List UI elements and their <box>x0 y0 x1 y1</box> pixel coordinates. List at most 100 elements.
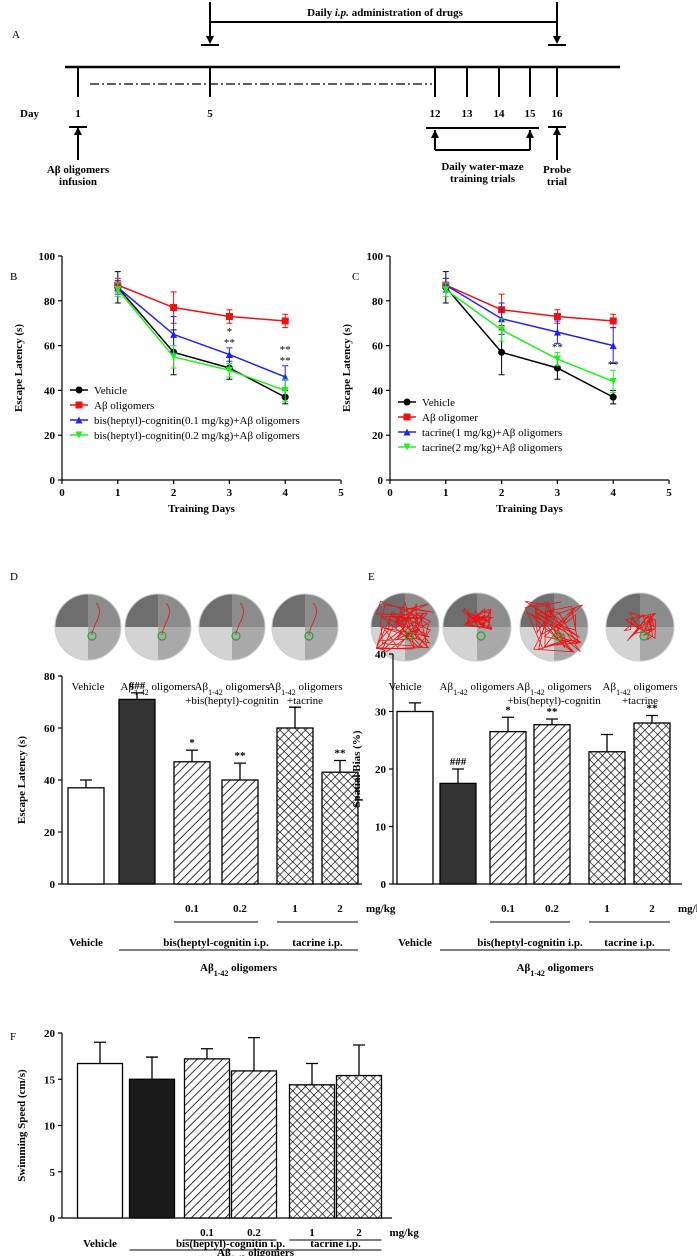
timeline-note: trial <box>547 176 567 188</box>
y-tick-label: 40 <box>44 385 56 397</box>
marker <box>170 353 178 361</box>
error-bar <box>601 733 613 752</box>
maze-quadrant <box>443 627 477 661</box>
arrow-head <box>206 36 214 44</box>
timeline-note: infusion <box>59 176 97 188</box>
legend-label: Aβ oligomer <box>422 412 478 424</box>
significance: * <box>227 326 233 338</box>
timeline-title: Daily i.p. administration of drugs <box>307 7 464 19</box>
bar <box>396 710 434 885</box>
panel-label: C <box>352 271 359 283</box>
marker <box>609 393 617 401</box>
marker <box>498 348 506 356</box>
unit-label: mg/kg <box>678 903 697 915</box>
marker <box>281 386 289 394</box>
group-label: tacrine i.p. <box>604 937 655 949</box>
target <box>87 631 97 641</box>
x-tick-label: 5 <box>666 487 672 499</box>
legend-label: Vehicle <box>422 397 455 409</box>
bar <box>276 727 314 885</box>
text-part: +bis(heptyl)-cognitin <box>185 695 279 707</box>
maze-quadrant <box>232 594 265 627</box>
series-line <box>117 286 286 398</box>
swim-trace <box>623 611 657 641</box>
y-tick-label: 60 <box>44 341 56 353</box>
error-bar <box>452 768 464 784</box>
error-bar <box>80 779 92 788</box>
series-line <box>445 286 614 398</box>
subscript: 1-42 <box>453 688 468 697</box>
subscript: 1-42 <box>530 688 545 697</box>
significance: ** <box>547 706 559 718</box>
group-label: bis(heptyl-cognitin i.p. <box>163 937 269 949</box>
y-tick-label: 40 <box>372 385 384 397</box>
marker <box>609 317 617 325</box>
subscript: 1-42 <box>616 688 631 697</box>
x-tick-label: 0.1 <box>185 903 199 915</box>
target <box>231 631 241 641</box>
marker <box>609 342 617 350</box>
maze-quadrant <box>272 627 305 660</box>
arrow-head <box>553 127 561 135</box>
y-tick-label: 15 <box>44 1074 56 1086</box>
maze-label: Aβ1-42 oligomers <box>268 681 343 697</box>
text-part: Aβ <box>200 962 214 974</box>
bar <box>118 698 156 885</box>
text-part: +tacrine <box>622 695 658 707</box>
significance: ** <box>280 355 291 367</box>
x-tick-label: Vehicle <box>83 1238 117 1250</box>
x-tick-label: 3 <box>555 487 561 499</box>
y-tick-label: 30 <box>375 707 387 719</box>
unit-label: mg/kg <box>390 1227 420 1239</box>
text-part: Aβ <box>440 681 454 693</box>
maze-label: Aβ1-42 oligomers <box>121 681 196 697</box>
day-label: Day <box>20 108 39 120</box>
y-tick-label: 80 <box>44 296 56 308</box>
significance: ** <box>647 703 659 715</box>
maze-wall <box>124 593 192 661</box>
x-axis-title: Training Days <box>496 503 563 515</box>
y-tick-label: 0 <box>378 475 384 487</box>
panel-label: F <box>10 1031 16 1043</box>
error-bar <box>201 1048 213 1059</box>
text-part: Aβ <box>517 681 531 693</box>
marker <box>225 351 233 359</box>
y-tick-label: 100 <box>39 251 56 263</box>
maze-label: +tacrine <box>287 695 323 707</box>
x-tick-label: 2 <box>337 903 343 915</box>
legend-marker <box>75 431 83 439</box>
group-label: bis(heptyl-cognitin i.p. <box>477 937 583 949</box>
subscript: 1-42 <box>231 1254 246 1256</box>
maze-label: Vehicle <box>389 681 422 693</box>
y-axis-title: Swimming Speed (cm/s) <box>16 1069 28 1182</box>
legend-label: tacrine(2 mg/kg)+Aβ oligomers <box>422 442 562 454</box>
text-part: Aβ <box>121 681 135 693</box>
bar <box>183 1058 231 1219</box>
x-tick-label: 0.1 <box>501 903 515 915</box>
marker <box>225 312 233 320</box>
error-bar <box>146 1056 158 1080</box>
y-axis-title: Escape Latency (s) <box>13 324 25 412</box>
x-tick-label: 1 <box>292 903 298 915</box>
series-line <box>445 288 614 383</box>
x-tick-label: Vehicle <box>69 937 103 949</box>
error-bar <box>502 716 514 732</box>
arrow-head <box>431 130 439 138</box>
text-part: oligomers <box>545 681 592 693</box>
bar <box>439 782 477 885</box>
legend-label: bis(heptyl)-cognitin(0.2 mg/kg)+Aβ oligo… <box>94 430 300 442</box>
significance: ** <box>552 341 563 353</box>
target <box>639 631 649 641</box>
y-axis-title: Escape Latency (s) <box>341 324 353 412</box>
day-number: 14 <box>494 108 506 120</box>
text-part: oligomers <box>245 1247 294 1256</box>
text-part: Daily <box>307 7 335 19</box>
text-part: oligomers <box>149 681 196 693</box>
y-tick-label: 0 <box>381 879 387 891</box>
target <box>157 631 167 641</box>
group-label: tacrine i.p. <box>310 1238 361 1250</box>
subscript: 1-42 <box>214 969 229 978</box>
target <box>304 631 314 641</box>
error-bar <box>234 762 246 780</box>
